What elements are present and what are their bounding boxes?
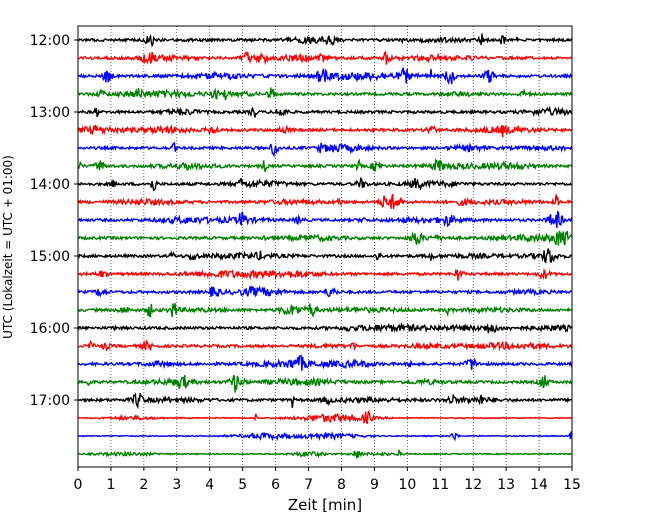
x-tick-label-5: 5: [238, 477, 247, 493]
trace-6: [77, 141, 573, 158]
plot-frame: [77, 25, 573, 468]
trace-8: [77, 176, 573, 192]
y-tick-label-0: 12:00: [30, 33, 70, 49]
trace-15: [77, 303, 573, 318]
trace-4: [77, 105, 573, 118]
trace-21: [77, 409, 573, 425]
trace-7: [77, 158, 573, 173]
x-tick-label-15: 15: [563, 477, 581, 493]
trace-11: [77, 230, 573, 246]
y-axis: 12:00 13:00 14:00 15:00 16:00 17:00: [30, 33, 78, 409]
x-tick-label-6: 6: [271, 477, 280, 493]
x-tick-label-12: 12: [464, 477, 482, 493]
trace-0: [77, 33, 573, 48]
y-tick-label-5: 17:00: [30, 393, 70, 409]
x-axis-label: Zeit [min]: [288, 496, 362, 514]
trace-9: [77, 193, 573, 210]
y-axis-label: UTC (Lokalzeit = UTC + 01:00): [1, 155, 15, 339]
trace-17: [77, 339, 573, 353]
trace-3: [77, 87, 573, 101]
trace-22: [77, 431, 573, 442]
x-tick-label-8: 8: [337, 477, 346, 493]
trace-13: [77, 268, 573, 281]
trace-5: [77, 124, 573, 138]
trace-23: [77, 448, 573, 459]
x-axis: 0 1 2 3 4 5 6 7 8 9 10 11 12 13 14 15: [74, 467, 581, 493]
x-tick-label-13: 13: [497, 477, 515, 493]
trace-2: [77, 66, 573, 85]
trace-14: [77, 285, 573, 298]
x-tick-label-14: 14: [530, 477, 548, 493]
x-tick-label-7: 7: [304, 477, 313, 493]
y-tick-label-4: 16:00: [30, 321, 70, 337]
y-tick-label-2: 14:00: [30, 177, 70, 193]
trace-20: [77, 392, 573, 410]
trace-1: [77, 51, 573, 66]
x-tick-label-0: 0: [74, 477, 83, 493]
x-tick-label-3: 3: [172, 477, 181, 493]
trace-18: [77, 354, 573, 371]
x-tick-label-4: 4: [205, 477, 214, 493]
y-tick-label-1: 13:00: [30, 105, 70, 121]
trace-12: [77, 248, 573, 264]
x-tick-label-2: 2: [139, 477, 148, 493]
trace-10: [77, 210, 573, 228]
x-tick-label-10: 10: [398, 477, 416, 493]
traces: [77, 33, 573, 459]
x-tick-label-11: 11: [431, 477, 449, 493]
x-tick-label-1: 1: [106, 477, 115, 493]
x-tick-label-9: 9: [370, 477, 379, 493]
trace-19: [77, 374, 573, 393]
y-tick-label-3: 15:00: [30, 249, 70, 265]
trace-16: [77, 321, 573, 334]
